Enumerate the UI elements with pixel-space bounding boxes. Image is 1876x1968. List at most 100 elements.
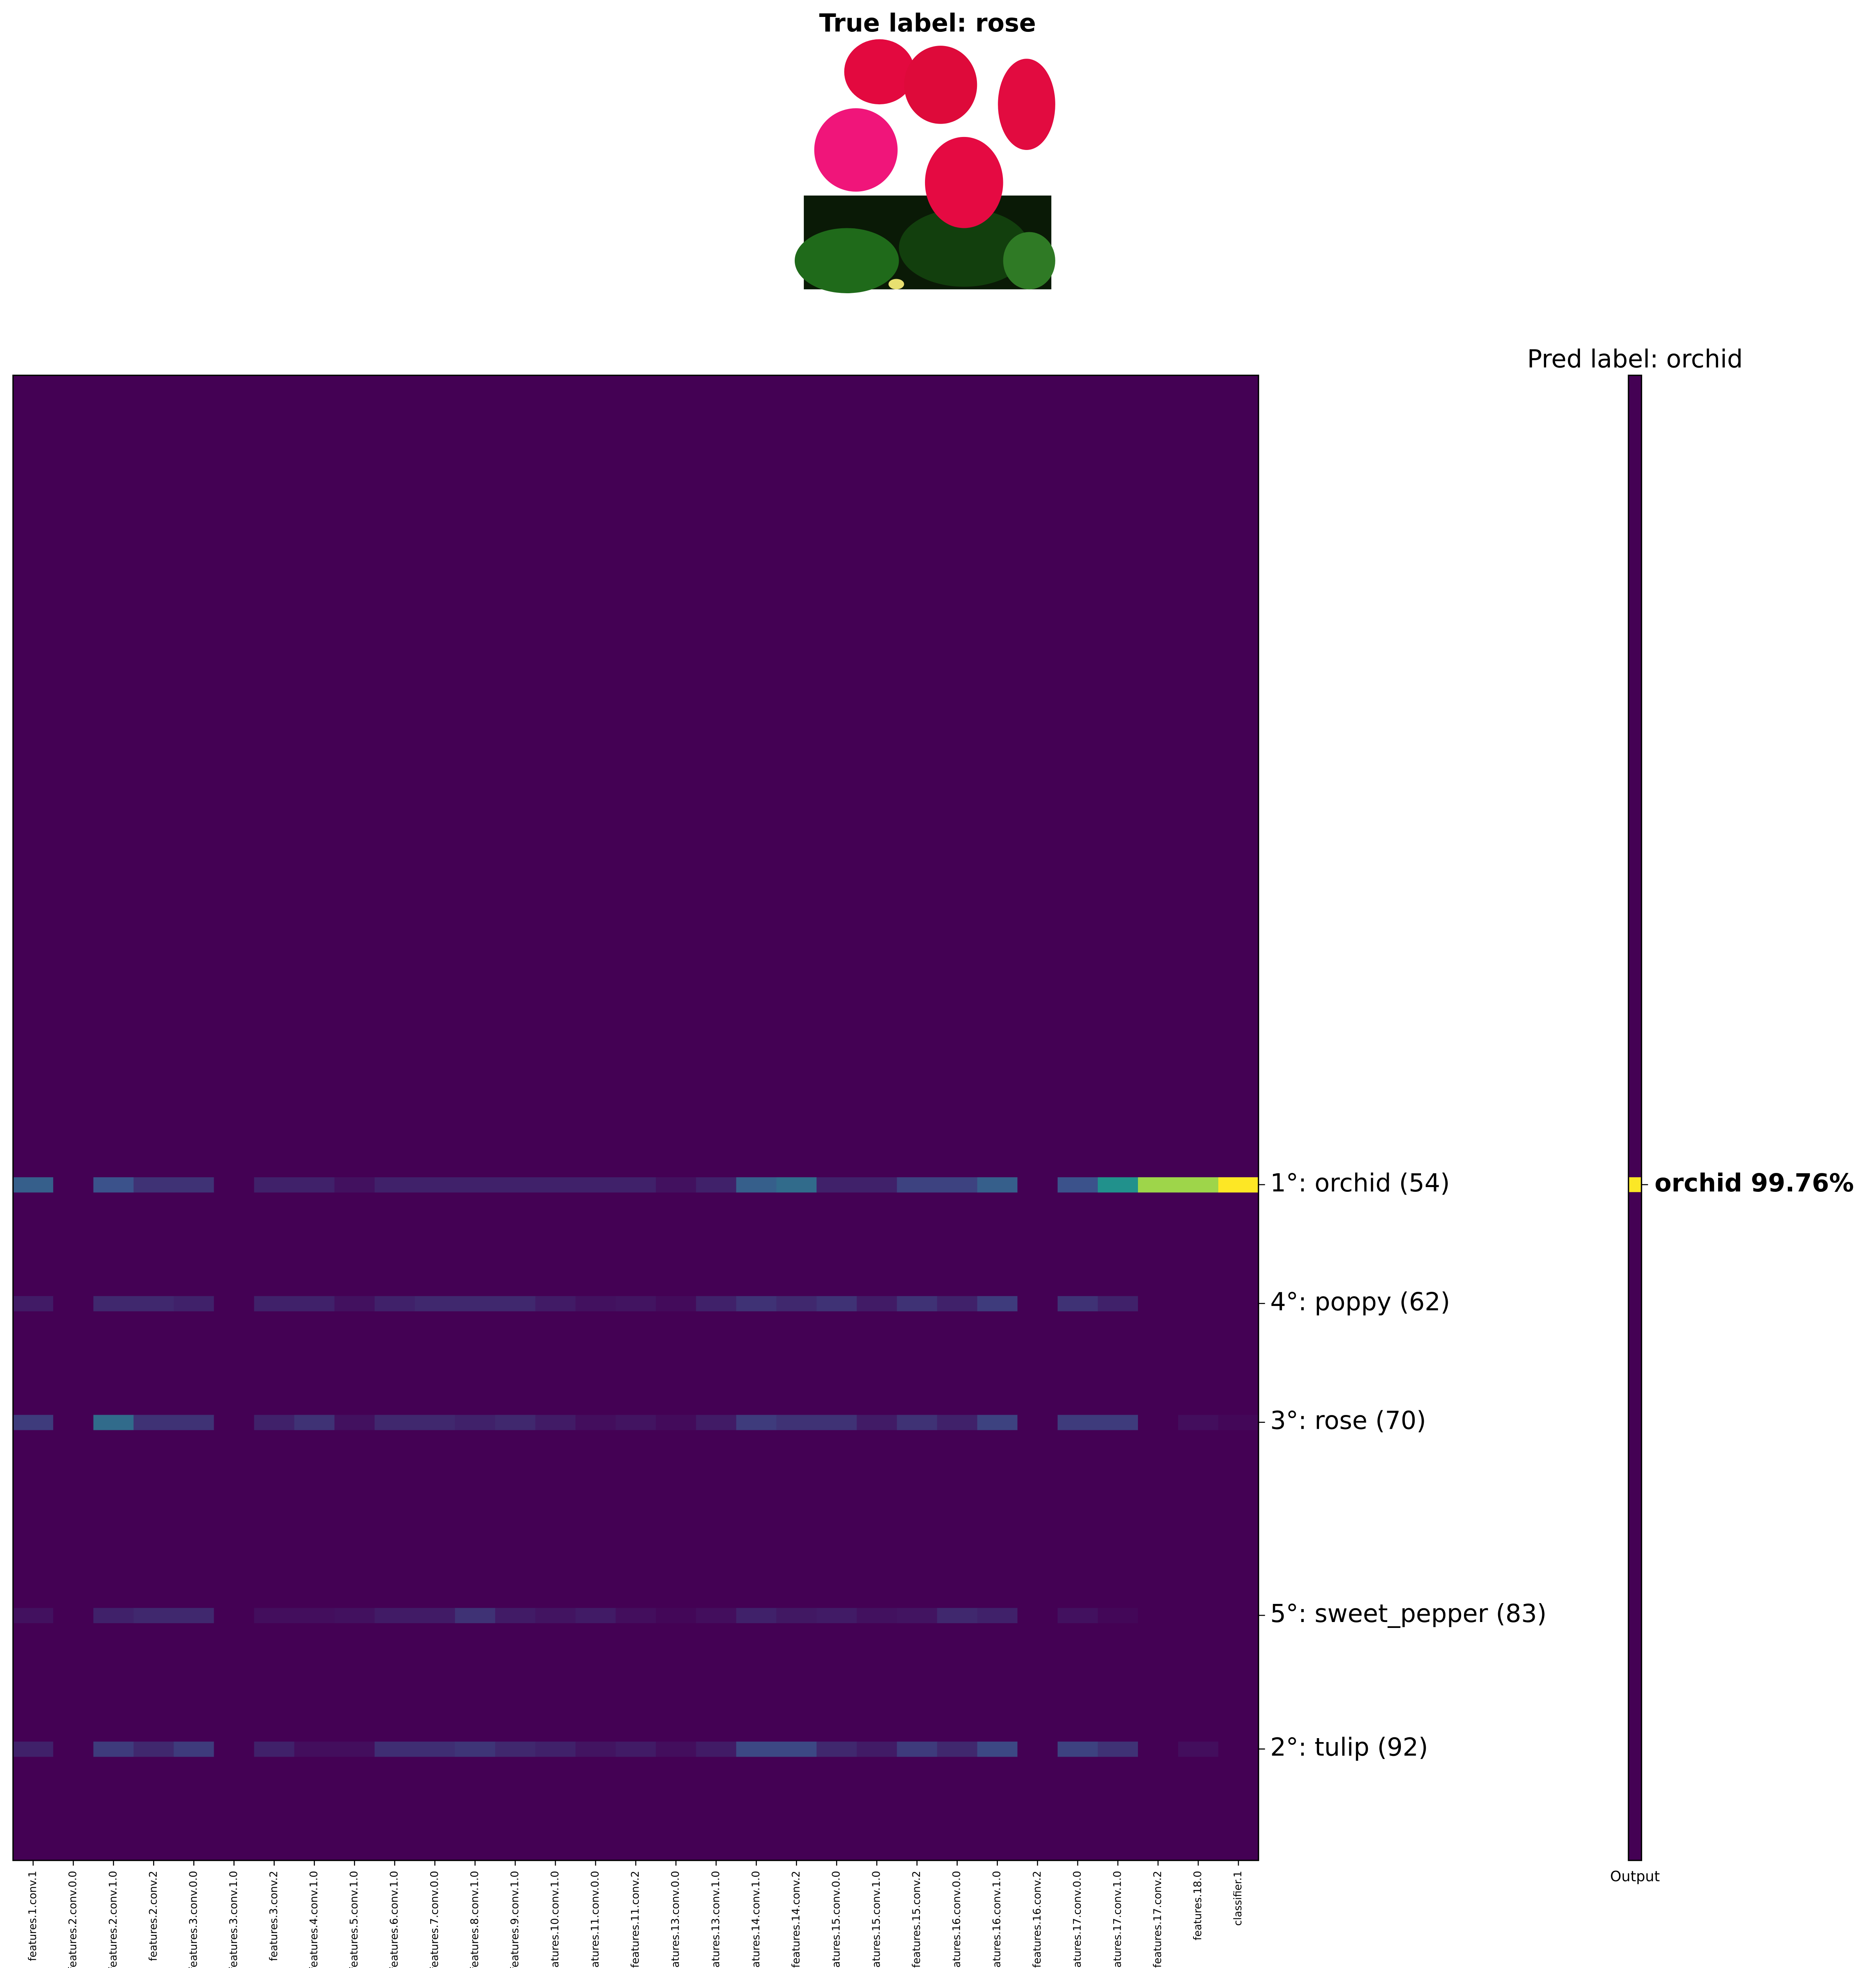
heatmap-cell <box>977 1415 1018 1430</box>
heatmap-cell <box>133 1741 174 1757</box>
heatmap-cell <box>374 1177 415 1193</box>
heatmap-cell <box>1057 1415 1098 1430</box>
x-tick-label: features.18.0 <box>1192 1871 1204 1940</box>
heatmap-cell <box>816 1296 857 1311</box>
heatmap-cell <box>656 1608 697 1623</box>
heatmap-cell <box>334 1608 375 1623</box>
heatmap-cell <box>696 1177 737 1193</box>
heatmap-cell <box>937 1741 978 1757</box>
heatmap-cell <box>53 1741 94 1757</box>
heatmap-cell <box>736 1608 777 1623</box>
heatmap-cell <box>977 1608 1018 1623</box>
heatmap-cell <box>656 1177 697 1193</box>
heatmap-cell <box>254 1608 295 1623</box>
heatmap-cell <box>414 1296 455 1311</box>
x-tick-label: features.16.conv.2 <box>1031 1871 1043 1968</box>
output-label: Output <box>1610 1868 1660 1885</box>
x-tick-label: features.1.conv.1 <box>27 1871 39 1961</box>
heatmap-cell <box>414 1415 455 1430</box>
heatmap-cell <box>1178 1608 1219 1623</box>
heatmap-cell <box>937 1177 978 1193</box>
x-tick-label: features.7.conv.0.0 <box>428 1871 440 1968</box>
heatmap-cell <box>254 1415 295 1430</box>
heatmap-cell <box>736 1741 777 1757</box>
heatmap-cell <box>214 1177 255 1193</box>
x-tick-label: features.6.conv.1.0 <box>388 1871 400 1968</box>
heatmap-cell <box>214 1415 255 1430</box>
heatmap-cell <box>1017 1741 1058 1757</box>
x-tick-label: features.11.conv.2 <box>629 1871 642 1968</box>
heatmap-cell <box>1017 1177 1058 1193</box>
heatmap-cell <box>776 1177 817 1193</box>
heatmap-cell <box>736 1415 777 1430</box>
heatmap-cell <box>1138 1415 1179 1430</box>
heatmap-cell <box>174 1296 215 1311</box>
output-cell <box>1628 1177 1642 1192</box>
heatmap-cell <box>294 1415 335 1430</box>
heatmap-cell <box>1218 1741 1259 1757</box>
y-tick-label: 2°: tulip (92) <box>1270 1733 1428 1762</box>
heatmap-cell <box>696 1608 737 1623</box>
heatmap-cell <box>374 1741 415 1757</box>
heatmap-cell <box>776 1741 817 1757</box>
heatmap-cell <box>1178 1296 1219 1311</box>
x-tick-label: features.8.conv.1.0 <box>468 1871 481 1968</box>
heatmap-cell <box>214 1741 255 1757</box>
heatmap-cell <box>937 1296 978 1311</box>
heatmap-cell <box>133 1415 174 1430</box>
heatmap-cell <box>374 1296 415 1311</box>
heatmap-cell <box>857 1415 897 1430</box>
x-tick-label: features.15.conv.1.0 <box>870 1871 882 1968</box>
heatmap-cell <box>334 1296 375 1311</box>
heatmap-cell <box>1017 1415 1058 1430</box>
heatmap-cell <box>977 1177 1018 1193</box>
x-tick-label: features.11.conv.0.0 <box>589 1871 601 1968</box>
heatmap-cell <box>696 1296 737 1311</box>
heatmap-cell <box>93 1741 134 1757</box>
heatmap-cell <box>254 1177 295 1193</box>
heatmap-cell <box>1097 1415 1138 1430</box>
heatmap-cell <box>816 1741 857 1757</box>
heatmap-cell <box>696 1741 737 1757</box>
heatmap-cell <box>535 1177 576 1193</box>
heatmap-cell <box>1057 1608 1098 1623</box>
heatmap-cell <box>294 1741 335 1757</box>
x-tick-label: features.3.conv.2 <box>268 1871 280 1961</box>
heatmap-cell <box>13 1741 54 1757</box>
heatmap-cell <box>93 1415 134 1430</box>
heatmap-cell <box>1218 1296 1259 1311</box>
heatmap-cell <box>133 1177 174 1193</box>
heatmap-cell <box>1218 1415 1259 1430</box>
heatmap-cell <box>535 1296 576 1311</box>
x-tick-label: features.14.conv.1.0 <box>750 1871 762 1968</box>
heatmap-cell <box>575 1741 616 1757</box>
heatmap-cell <box>254 1296 295 1311</box>
heatmap <box>13 375 1259 1861</box>
heatmap-cell <box>294 1608 335 1623</box>
heatmap-cell <box>53 1415 94 1430</box>
x-tick-label: features.3.conv.1.0 <box>228 1871 240 1968</box>
heatmap-cell <box>616 1296 657 1311</box>
heatmap-cell <box>53 1608 94 1623</box>
y-tick-label: 1°: orchid (54) <box>1270 1169 1450 1197</box>
x-tick-label: features.3.conv.0.0 <box>187 1871 200 1968</box>
heatmap-cell <box>334 1415 375 1430</box>
heatmap-cell <box>857 1608 897 1623</box>
heatmap-cell <box>977 1741 1018 1757</box>
heatmap-cell <box>174 1741 215 1757</box>
heatmap-cell <box>174 1608 215 1623</box>
output-frame <box>1628 374 1642 1861</box>
heatmap-cell <box>53 1177 94 1193</box>
heatmap-cell <box>13 1177 54 1193</box>
heatmap-cell <box>616 1741 657 1757</box>
heatmap-cell <box>535 1608 576 1623</box>
heatmap-cell <box>937 1608 978 1623</box>
heatmap-cell <box>495 1608 536 1623</box>
heatmap-cell <box>495 1177 536 1193</box>
heatmap-cell <box>1057 1741 1098 1757</box>
x-tick-label: features.14.conv.2 <box>790 1871 802 1968</box>
input-image <box>794 39 1055 294</box>
heatmap-cell <box>495 1415 536 1430</box>
x-tick-label: features.16.conv.0.0 <box>951 1871 963 1968</box>
heatmap-cell <box>897 1741 938 1757</box>
